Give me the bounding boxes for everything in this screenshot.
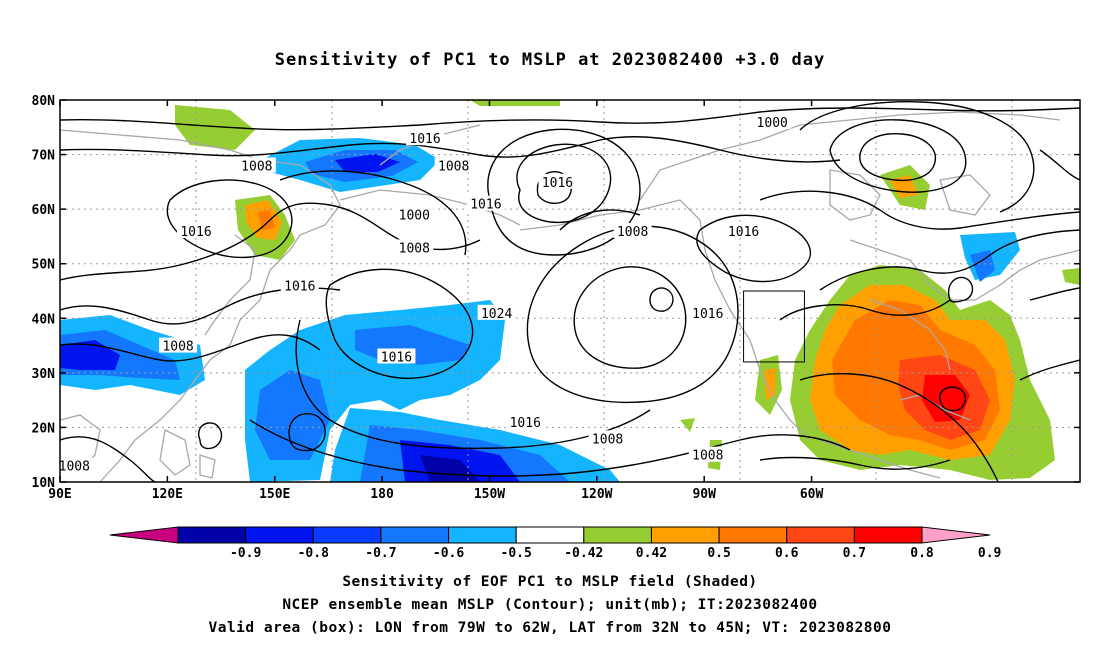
contour-label: 1008 [438,159,469,174]
contour-label: 1000 [757,116,788,131]
contour-label-bg [688,446,727,462]
colorbar-swatch [718,526,788,544]
colorbar-label: 0.8 [910,546,934,561]
lat-tick-label: 30N [32,367,56,382]
lon-tick-label: 180 [370,487,394,502]
contour-labels: 1016 1008 1000 1008 1016 1016 1000 1016 1008 1016… [55,113,792,475]
contour-label-bg [280,277,319,293]
caption-line-1: Sensitivity of EOF PC1 to MSLP field (Sh… [342,574,758,590]
colorbar-label: 0.42 [636,546,667,561]
contour-label: 1000 [399,209,430,224]
colorbar-label: -0.7 [365,546,396,561]
lat-tick-label: 50N [32,258,56,273]
contour-label-bg [55,457,94,473]
contour-label-bg [724,222,763,238]
contour-label: 1008 [162,340,193,355]
mslp-contours [60,101,1080,482]
contour-label-bg [177,222,215,238]
contour-label-bg [753,113,792,129]
contour-label-bg [406,130,445,146]
lon-tick-label: 90E [48,487,71,502]
contour-label: 1008 [399,241,430,256]
lat-tick-label: 10N [32,476,56,491]
colorbar-swatch [177,526,247,544]
contour-label-bg [688,304,727,320]
contour-label-bg [613,222,652,238]
colorbar-swatch [583,526,652,544]
contour-label: 1008 [59,460,90,475]
colorbar-label: -0.5 [501,546,532,561]
chart-title: Sensitivity of PC1 to MSLP at 2023082400… [274,50,826,70]
contour-label-bg [588,430,627,446]
map-frame [59,99,1081,483]
colorbar-low-extend [109,526,179,544]
contour-label: 1016 [728,225,759,240]
colorbar-swatch [312,526,382,544]
contour-label-bg [506,413,545,429]
contour-label: 1008 [617,225,648,240]
contour-label-bg [377,348,416,364]
colorbar-swatch [853,526,923,544]
contour-label: 1016 [381,350,412,365]
valid-area-box [743,290,805,363]
colorbar-swatch [650,526,720,544]
contour-label-bg [477,304,516,320]
lat-tick-label: 20N [32,421,56,436]
colorbar-label: -0.6 [433,546,464,561]
coastlines [60,111,1080,482]
contour-label-bg [538,173,577,189]
lon-tick-label: 60W [800,487,824,502]
contour-label: 1016 [470,198,501,213]
axis-ticks: 90E 120E 150E 180 150W 120W 90W 60W 80N 70N 60N 50N… [32,94,1080,502]
colorbar-label: 0.9 [978,546,1001,561]
caption-line-3: Valid area (box): LON from 79W to 62W, L… [208,620,892,636]
caption-line-2: NCEP ensemble mean MSLP (Contour); unit(… [282,597,818,613]
lat-tick-label: 60N [32,203,56,218]
colorbar-label: 0.7 [843,546,866,561]
contour-label: 1016 [692,307,723,322]
lon-tick-label: 90W [692,487,716,502]
colorbar-label: -0.8 [298,546,329,561]
colorbar-swatch [448,526,517,544]
contour-label: 1016 [284,280,315,295]
colorbar-swatch [515,526,585,544]
contour-label-bg [395,239,434,255]
contour-label: 1016 [510,416,541,431]
contour-label: 1008 [592,432,623,447]
contour-label: 1016 [409,132,440,147]
colorbar-swatch [245,526,314,544]
colorbar-label: -0.42 [564,546,603,561]
lon-tick-label: 150W [474,487,505,502]
colorbar-label: -0.9 [230,546,261,561]
colorbar-high-extend [921,526,991,544]
contour-label-bg [159,337,198,353]
grid [60,100,1080,482]
colorbar-swatch [380,526,450,544]
colorbar-swatch [786,526,855,544]
contour-label: 1008 [692,449,723,464]
colorbar-label: 0.6 [775,546,799,561]
colorbar-label: 0.5 [707,546,730,561]
lat-tick-label: 80N [32,94,56,109]
contour-label-bg [237,157,276,173]
lon-tick-label: 120W [581,487,612,502]
lat-tick-label: 40N [32,312,56,327]
lon-tick-label: 150E [259,487,290,502]
lat-tick-label: 70N [32,149,56,164]
contour-label: 1016 [180,225,211,240]
contour-label-bg [466,195,505,211]
contour-label-bg [434,157,473,173]
shaded-sensitivity [60,100,1080,482]
contour-label: 1024 [481,307,512,322]
contour-label-bg [395,206,434,222]
contour-label: 1016 [542,176,573,191]
contour-label: 1008 [241,159,272,174]
lon-tick-label: 120E [152,487,183,502]
